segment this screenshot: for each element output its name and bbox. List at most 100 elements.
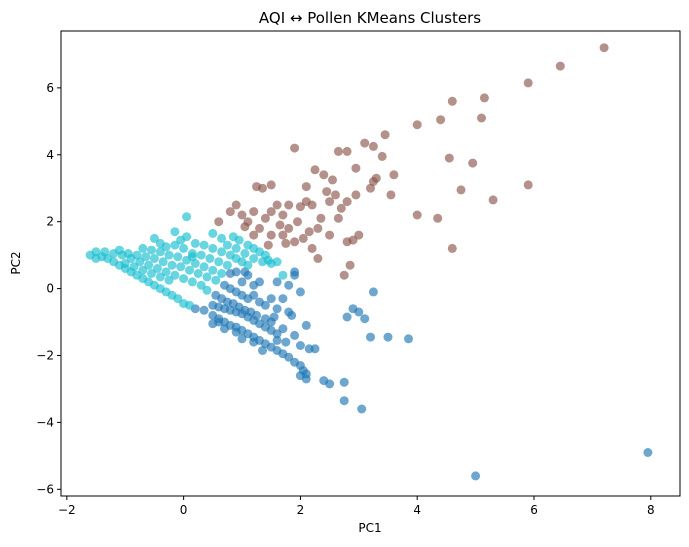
cluster-2-point-23 [360, 138, 370, 148]
cluster-1-point-41 [193, 269, 203, 278]
cluster-1-point-32 [114, 245, 124, 255]
cluster-0-point-61 [278, 294, 288, 304]
cluster-2-point-71 [336, 203, 346, 213]
cluster-0-point-55 [231, 267, 241, 277]
cluster-0-point-94 [404, 334, 413, 344]
cluster-1-point-36 [149, 254, 159, 263]
cluster-0-point-92 [368, 287, 378, 297]
cluster-2-point-74 [263, 240, 273, 250]
x-axis-label: PC1 [358, 521, 381, 535]
cluster-1-point-77 [217, 233, 227, 243]
cluster-0-point-77 [237, 334, 247, 344]
cluster-2-point-43 [298, 233, 308, 243]
y-tick-label: 6 [46, 81, 54, 95]
cluster-2-point-76 [284, 223, 294, 233]
points-layer [85, 43, 653, 481]
cluster-0-point-90 [360, 314, 370, 324]
cluster-0-point-76 [231, 327, 241, 337]
cluster-2-point-61 [456, 185, 466, 195]
cluster-2-point-70 [331, 190, 340, 200]
cluster-2-point-22 [351, 163, 361, 173]
cluster-2-point-29 [389, 170, 399, 180]
cluster-1-point-33 [123, 249, 133, 258]
cluster-1-point-38 [167, 260, 177, 270]
cluster-2-point-52 [249, 230, 259, 240]
cluster-1-point-44 [138, 243, 148, 253]
cluster-0-point-75 [220, 324, 229, 334]
cluster-0-point-31 [272, 329, 282, 339]
cluster-0-point-97 [290, 267, 300, 277]
cluster-0-point-71 [272, 335, 282, 345]
cluster-2-point-59 [447, 243, 457, 253]
cluster-1-point-19 [100, 247, 110, 257]
cluster-0-point-95 [471, 471, 481, 481]
cluster-2-point-65 [488, 195, 498, 205]
cluster-0-point-69 [310, 344, 320, 354]
cluster-1-point-51 [199, 262, 209, 272]
y-axis-label: PC2 [9, 251, 23, 274]
cluster-0-point-53 [255, 277, 264, 287]
cluster-2-point-44 [313, 254, 323, 263]
cluster-2-point-66 [523, 180, 533, 190]
cluster-0-point-1 [199, 305, 209, 315]
cluster-1-point-45 [147, 245, 156, 255]
ticks-layer: −2 0 2 4 6 8 −6 −4 −2 0 2 4 6 [36, 81, 654, 517]
cluster-2-point-45 [290, 237, 300, 247]
cluster-2-point-54 [412, 210, 422, 220]
cluster-2-point-15 [290, 143, 300, 153]
cluster-2-point-42 [307, 243, 317, 253]
cluster-2-point-47 [339, 270, 349, 280]
cluster-1-point-25 [152, 264, 162, 273]
cluster-1-point-27 [170, 270, 180, 280]
cluster-2-point-55 [412, 120, 422, 130]
cluster-0-point-84 [339, 377, 349, 387]
cluster-0-point-59 [278, 324, 288, 334]
cluster-0-point-87 [342, 312, 352, 322]
cluster-1-point-17 [185, 300, 194, 310]
cluster-1-point-29 [187, 277, 197, 287]
cluster-2-point-73 [301, 197, 311, 207]
cluster-2-point-75 [281, 238, 291, 248]
cluster-0-point-72 [281, 337, 291, 347]
cluster-2-point-5 [249, 207, 259, 217]
y-tick-label: 2 [46, 215, 54, 229]
cluster-0-point-81 [301, 374, 311, 384]
cluster-1-point-91 [272, 257, 282, 267]
cluster-2-point-18 [319, 170, 329, 180]
cluster-1-point-95 [129, 262, 139, 272]
cluster-2-point-57 [436, 115, 446, 125]
cluster-1-point-88 [231, 243, 241, 253]
cluster-1-point-94 [120, 259, 130, 268]
cluster-2-point-28 [386, 190, 396, 200]
cluster-1-point-31 [202, 285, 212, 295]
cluster-0-point-98 [272, 277, 282, 287]
cluster-2-point-37 [366, 183, 375, 193]
cluster-2-point-0 [214, 217, 224, 227]
cluster-0-point-85 [339, 396, 349, 406]
x-tick-label: 4 [413, 503, 421, 517]
cluster-1-point-60 [196, 250, 206, 260]
cluster-2-point-13 [258, 183, 267, 193]
cluster-1-point-86 [249, 254, 259, 263]
cluster-1-point-34 [132, 250, 142, 260]
cluster-2-point-8 [266, 207, 276, 217]
cluster-0-point-48 [266, 294, 276, 304]
y-tick-label: −4 [36, 415, 54, 429]
cluster-2-point-20 [333, 146, 343, 156]
cluster-0-point-91 [366, 332, 375, 342]
cluster-1-point-30 [196, 280, 206, 290]
cluster-2-point-6 [255, 223, 264, 233]
cluster-1-point-68 [208, 243, 218, 253]
cluster-1-point-97 [147, 269, 156, 278]
cluster-1-point-42 [202, 272, 212, 282]
cluster-1-point-39 [176, 262, 186, 272]
cluster-1-point-53 [217, 269, 227, 278]
cluster-1-point-48 [173, 252, 183, 262]
cluster-2-point-62 [468, 158, 478, 168]
cluster-2-point-24 [368, 141, 378, 151]
x-tick-label: 0 [180, 503, 188, 517]
cluster-1-point-28 [179, 274, 189, 284]
cluster-1-point-65 [176, 235, 186, 245]
cluster-2-point-53 [240, 222, 250, 232]
cluster-1-point-52 [208, 265, 218, 275]
